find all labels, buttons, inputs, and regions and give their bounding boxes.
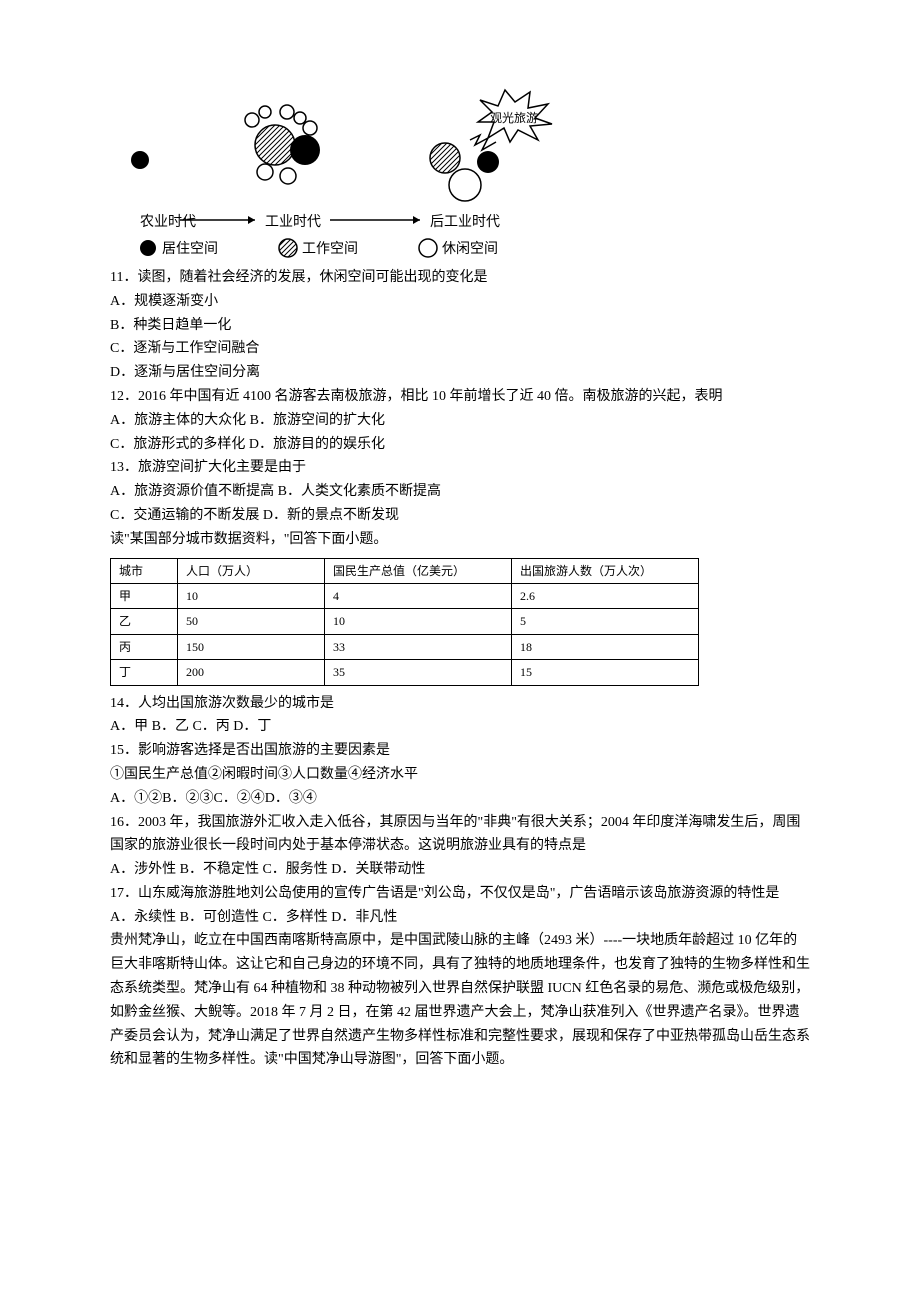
cell: 乙 [111, 609, 178, 634]
q11-opt-a: A．规模逐渐变小 [110, 290, 810, 314]
era-space-diagram: 观光旅游 农业时代 工业时代 后工业时代 居住空间 工作空间 休闲空间 [110, 80, 590, 260]
passage-fanjingshan: 贵州梵净山，屹立在中国西南喀斯特高原中，是中国武陵山脉的主峰（2493 米）--… [110, 929, 810, 1072]
svg-text:居住空间: 居住空间 [162, 241, 218, 257]
q16-stem: 16．2003 年，我国旅游外汇收入走入低谷，其原因与当年的"非典"有很大关系；… [110, 811, 810, 859]
table-header-row: 城市 人口（万人） 国民生产总值（亿美元） 出国旅游人数（万人次） [111, 558, 699, 583]
cell: 150 [178, 634, 325, 659]
svg-text:后工业时代: 后工业时代 [430, 214, 500, 230]
banner-text: 观光旅游 [490, 111, 538, 125]
q11-stem: 11．读图，随着社会经济的发展，休闲空间可能出现的变化是 [110, 266, 810, 290]
q12-stem: 12．2016 年中国有近 4100 名游客去南极旅游，相比 10 年前增长了近… [110, 385, 810, 409]
q14-opts: A．甲 B．乙 C．丙 D．丁 [110, 715, 810, 739]
q15-list: ①国民生产总值②闲暇时间③人口数量④经济水平 [110, 763, 810, 787]
q12-opts-ab: A．旅游主体的大众化 B．旅游空间的扩大化 [110, 409, 810, 433]
q16-opts: A．涉外性 B．不稳定性 C．服务性 D．关联带动性 [110, 858, 810, 882]
cell: 10 [325, 609, 512, 634]
svg-text:休闲空间: 休闲空间 [442, 241, 498, 257]
cell: 丁 [111, 660, 178, 685]
th-gdp: 国民生产总值（亿美元） [325, 558, 512, 583]
cell: 甲 [111, 583, 178, 608]
q13-opts-cd: C．交通运输的不断发展 D．新的景点不断发现 [110, 504, 810, 528]
svg-text:农业时代: 农业时代 [140, 214, 196, 230]
cell: 5 [512, 609, 699, 634]
th-pop: 人口（万人） [178, 558, 325, 583]
cell: 33 [325, 634, 512, 659]
cell: 50 [178, 609, 325, 634]
cell: 15 [512, 660, 699, 685]
q15-opts: A．①②B．②③C．②④D．③④ [110, 787, 810, 811]
q15-stem: 15．影响游客选择是否出国旅游的主要因素是 [110, 739, 810, 763]
svg-text:工作空间: 工作空间 [302, 241, 358, 257]
q12-opts-cd: C．旅游形式的多样化 D．旅游目的的娱乐化 [110, 433, 810, 457]
cell: 丙 [111, 634, 178, 659]
table-row: 甲 10 4 2.6 [111, 583, 699, 608]
table-row: 丁 200 35 15 [111, 660, 699, 685]
city-data-table: 城市 人口（万人） 国民生产总值（亿美元） 出国旅游人数（万人次） 甲 10 4… [110, 558, 699, 686]
table-row: 丙 150 33 18 [111, 634, 699, 659]
th-trips: 出国旅游人数（万人次） [512, 558, 699, 583]
q14-stem: 14．人均出国旅游次数最少的城市是 [110, 692, 810, 716]
q13-stem: 13．旅游空间扩大化主要是由于 [110, 456, 810, 480]
q17-opts: A．永续性 B．可创造性 C．多样性 D．非凡性 [110, 906, 810, 930]
table-intro: 读"某国部分城市数据资料，"回答下面小题。 [110, 528, 810, 552]
cell: 10 [178, 583, 325, 608]
cell: 35 [325, 660, 512, 685]
cell: 18 [512, 634, 699, 659]
q11-opt-c: C．逐渐与工作空间融合 [110, 337, 810, 361]
q11-opt-d: D．逐渐与居住空间分离 [110, 361, 810, 385]
cell: 2.6 [512, 583, 699, 608]
cell: 200 [178, 660, 325, 685]
th-city: 城市 [111, 558, 178, 583]
cell: 4 [325, 583, 512, 608]
q11-opt-b: B．种类日趋单一化 [110, 314, 810, 338]
table-row: 乙 50 10 5 [111, 609, 699, 634]
q13-opts-ab: A．旅游资源价值不断提高 B．人类文化素质不断提高 [110, 480, 810, 504]
svg-text:工业时代: 工业时代 [265, 214, 321, 230]
q17-stem: 17．山东威海旅游胜地刘公岛使用的宣传广告语是"刘公岛，不仅仅是岛"，广告语暗示… [110, 882, 810, 906]
